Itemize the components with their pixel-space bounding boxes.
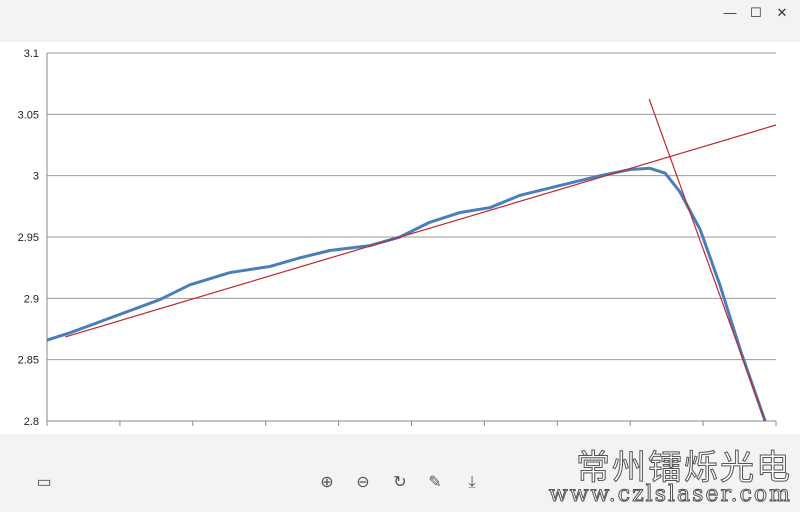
download-icon[interactable]: ⤓ (468, 474, 476, 491)
zoom-out-icon[interactable]: ⊖ (356, 474, 370, 491)
watermark-company: 常州镭烁光电 (576, 448, 792, 489)
y-tick-label: 3.1 (24, 48, 39, 60)
maximize-button[interactable]: ☐ (750, 5, 762, 20)
close-button[interactable]: ✕ (776, 5, 788, 20)
watermark-url: www.czlslaser.com (548, 482, 792, 508)
y-tick-label: 3 (33, 171, 39, 183)
fit-line-2 (648, 98, 766, 422)
y-tick-label: 2.8 (24, 416, 39, 428)
pen-icon[interactable]: ✎ (428, 474, 442, 491)
minimize-button[interactable]: — (723, 5, 737, 20)
y-tick-label: 3.05 (18, 109, 39, 121)
title-bar: — ☐ ✕ (0, 0, 800, 28)
y-tick-label: 2.85 (18, 355, 39, 367)
fit-line-1 (65, 124, 777, 338)
layout-icon[interactable]: ▭ (36, 474, 52, 491)
line-chart: 2.8 2.85 2.9 2.95 3 3.05 3.1 (18, 48, 777, 428)
y-tick-label: 2.95 (18, 232, 39, 244)
y-tick-label: 2.9 (24, 293, 39, 305)
zoom-in-icon[interactable]: ⊕ (320, 474, 334, 491)
data-line (46, 166, 767, 422)
chart-area: 2.8 2.85 2.9 2.95 3 3.05 3.1 (0, 42, 800, 434)
rotate-icon[interactable]: ↻ (393, 474, 407, 491)
